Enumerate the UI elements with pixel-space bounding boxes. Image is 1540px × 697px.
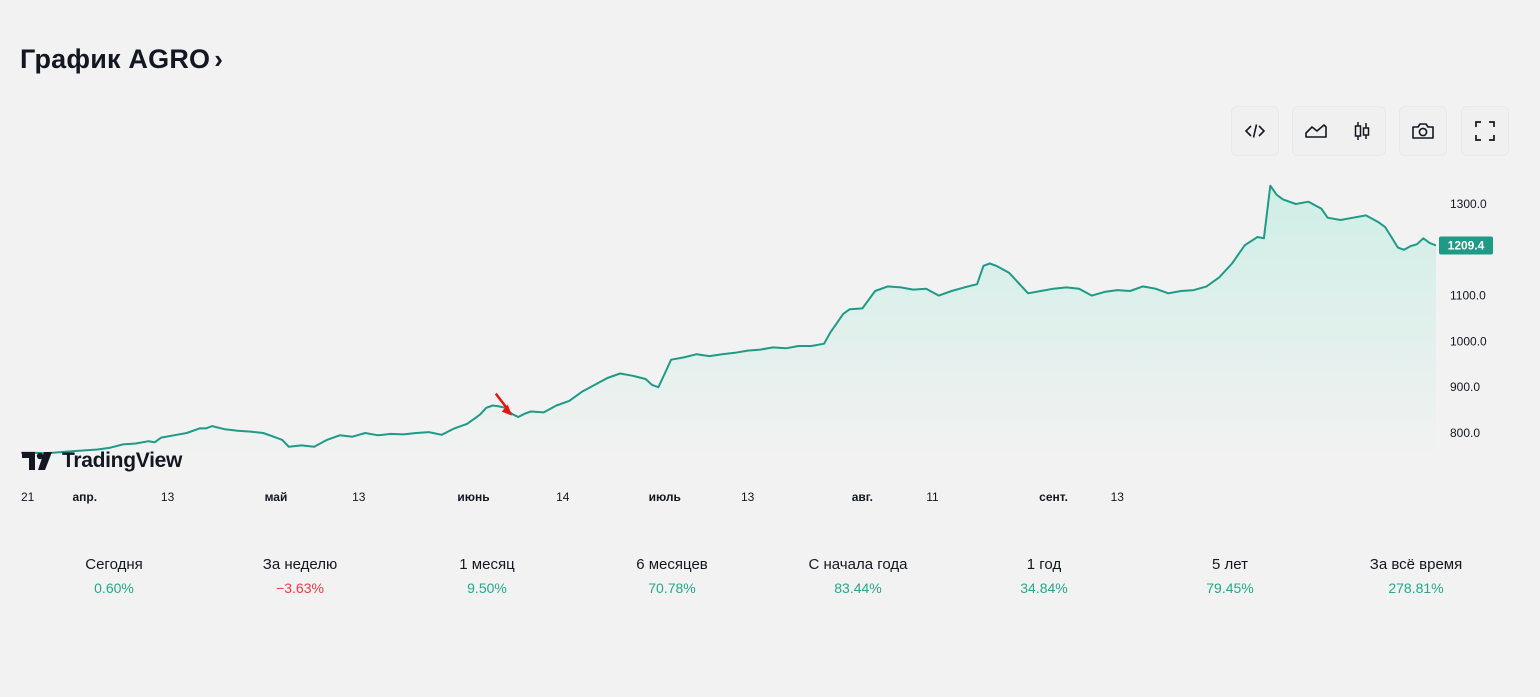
x-tick-label: 13 <box>1111 490 1125 504</box>
tradingview-logo-text: TradingView <box>62 449 183 472</box>
stat-label: 1 месяц <box>459 556 515 573</box>
screenshot-group <box>1399 106 1447 156</box>
stat-6months[interactable]: 6 месяцев 70.78% <box>572 556 772 596</box>
fullscreen-button[interactable] <box>1462 108 1508 154</box>
stat-label: 1 год <box>1026 556 1062 573</box>
last-price-label: 1209.4 <box>1448 238 1485 252</box>
area-chart-icon <box>1305 124 1327 138</box>
x-tick-label: июнь <box>457 490 489 504</box>
last-price-badge: 1209.4 <box>1439 236 1493 255</box>
last-price-badge-bg <box>1439 236 1493 255</box>
stat-label: За всё время <box>1369 556 1463 573</box>
x-tick-label: сент. <box>1039 490 1068 504</box>
stat-1year[interactable]: 1 год 34.84% <box>944 556 1144 596</box>
y-tick-label: 1100.0 <box>1450 289 1486 303</box>
camera-icon <box>1412 123 1434 139</box>
x-tick-label: 13 <box>161 490 175 504</box>
x-tick-label: авг. <box>852 490 873 504</box>
stat-5years[interactable]: 5 лет 79.45% <box>1130 556 1330 596</box>
price-area-fill <box>21 185 1436 461</box>
page-title[interactable]: График AGRO › <box>20 44 223 75</box>
candles-chart-button[interactable] <box>1339 108 1385 154</box>
red-arrow-marker <box>494 392 512 416</box>
stat-ytd[interactable]: С начала года 83.44% <box>758 556 958 596</box>
x-tick-label: 21 <box>21 490 35 504</box>
stat-value: −3.63% <box>276 580 324 596</box>
stat-label: Сегодня <box>85 556 143 573</box>
fullscreen-group <box>1461 106 1509 156</box>
price-line <box>21 184 1437 455</box>
stat-week[interactable]: За неделю −3.63% <box>200 556 400 596</box>
candlestick-icon <box>1354 122 1370 140</box>
stat-month[interactable]: 1 месяц 9.50% <box>387 556 587 596</box>
tradingview-mark-icon <box>22 452 52 470</box>
fullscreen-icon <box>1475 121 1495 141</box>
y-tick-label: 800.0 <box>1450 426 1480 440</box>
tradingview-logo[interactable]: TradingView <box>22 449 182 473</box>
stat-value: 83.44% <box>834 580 882 596</box>
x-tick-label: 13 <box>352 490 366 504</box>
page-title-text: График AGRO <box>20 44 211 74</box>
stat-value: 278.81% <box>1388 580 1444 596</box>
arrow-head <box>501 404 512 416</box>
x-tick-label: май <box>265 490 288 504</box>
stat-today[interactable]: Сегодня 0.60% <box>14 556 214 596</box>
code-icon <box>1244 124 1266 138</box>
stat-value: 70.78% <box>648 580 696 596</box>
x-tick-label: 13 <box>741 490 755 504</box>
x-tick-label: 11 <box>926 490 939 504</box>
chart-type-group <box>1292 106 1386 156</box>
stat-label: 5 лет <box>1212 556 1248 573</box>
stat-label: 6 месяцев <box>636 556 708 573</box>
y-tick-label: 1000.0 <box>1450 334 1487 348</box>
y-tick-label: 1300.0 <box>1450 197 1487 211</box>
chart-toolbar <box>0 106 1540 156</box>
embed-code-button[interactable] <box>1232 108 1278 154</box>
stat-value: 9.50% <box>467 580 507 596</box>
chevron-right-icon: › <box>214 44 224 74</box>
screenshot-button[interactable] <box>1400 108 1446 154</box>
stat-value: 34.84% <box>1020 580 1068 596</box>
x-tick-label: апр. <box>72 490 97 504</box>
x-axis: 21 апр. 13 май 13 июнь 14 июль 13 авг. 11 сент. 13 <box>21 490 1124 504</box>
x-tick-label: 14 <box>556 490 570 504</box>
x-tick-label: июль <box>649 490 681 504</box>
stat-all-time[interactable]: За всё время 278.81% <box>1316 556 1516 596</box>
embed-group <box>1231 106 1279 156</box>
stat-label: С начала года <box>808 556 908 573</box>
stat-value: 79.45% <box>1206 580 1254 596</box>
area-chart-button[interactable] <box>1293 108 1339 154</box>
stat-label: За неделю <box>262 556 338 573</box>
y-tick-label: 900.0 <box>1450 380 1480 394</box>
stat-value: 0.60% <box>94 580 134 596</box>
